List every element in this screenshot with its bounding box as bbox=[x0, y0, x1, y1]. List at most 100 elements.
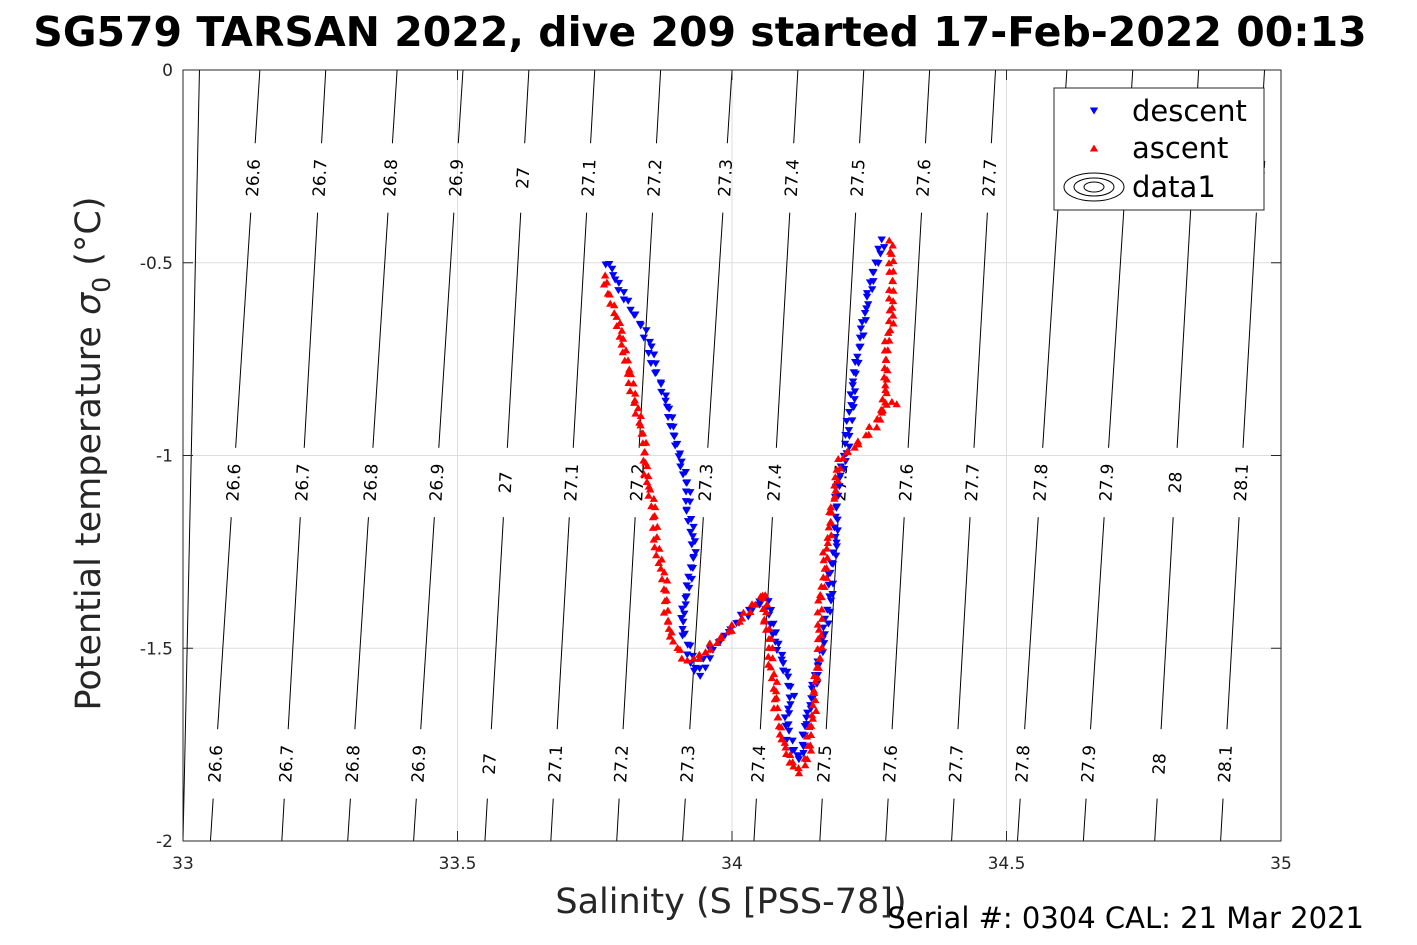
isopycnal-label: 27.3 bbox=[678, 745, 700, 784]
ascent-point bbox=[872, 423, 882, 431]
descent-point bbox=[853, 353, 862, 361]
isopycnal-line bbox=[689, 517, 704, 730]
isopycnal-label: 27.5 bbox=[848, 159, 870, 198]
ascent-upper-loop-point bbox=[881, 355, 891, 363]
descent-point bbox=[867, 286, 877, 294]
ascent-point bbox=[653, 522, 662, 530]
isopycnal-line bbox=[859, 69, 865, 144]
ascent-point bbox=[760, 615, 769, 623]
ascent-point bbox=[800, 761, 810, 769]
legend-box bbox=[1053, 87, 1265, 211]
legend-entry-ascent[interactable]: ascent bbox=[1089, 131, 1229, 165]
legend-entry-data1[interactable]: data1 bbox=[1063, 170, 1216, 204]
ascent-point bbox=[861, 431, 871, 439]
descent-point bbox=[678, 632, 687, 640]
descent-point bbox=[678, 626, 687, 634]
isopycnal-line bbox=[372, 212, 389, 448]
descent-point bbox=[678, 605, 687, 613]
descent-point bbox=[850, 388, 860, 396]
ascent-point bbox=[746, 608, 755, 616]
descent-point bbox=[614, 287, 623, 295]
ascent-point bbox=[826, 503, 836, 511]
isopycnal-line bbox=[753, 798, 757, 842]
descent-point bbox=[794, 756, 804, 764]
ascent-point bbox=[657, 575, 667, 583]
descent-point bbox=[783, 705, 793, 713]
x-tick-label: 34.5 bbox=[988, 854, 1026, 874]
descent-point bbox=[844, 427, 854, 435]
descent-point bbox=[636, 322, 645, 330]
ascent-upper-loop-point bbox=[880, 364, 889, 372]
isopycnal-line bbox=[622, 517, 636, 730]
series-ascent bbox=[599, 271, 901, 777]
isopycnal-line bbox=[726, 69, 733, 144]
ascent-point bbox=[832, 465, 841, 473]
ascent-point bbox=[817, 643, 827, 651]
ascent-point bbox=[659, 608, 669, 616]
descent-point bbox=[691, 549, 700, 557]
legend-entry-descent[interactable]: descent bbox=[1089, 94, 1247, 128]
descent-point bbox=[782, 668, 792, 676]
descent-point bbox=[819, 624, 828, 632]
ascent-point bbox=[694, 654, 704, 662]
isopycnal-line bbox=[550, 798, 554, 842]
ascent-point bbox=[817, 593, 826, 601]
ascent-point bbox=[865, 422, 874, 430]
descent-point bbox=[607, 265, 617, 273]
descent-point bbox=[856, 343, 865, 351]
descent-point bbox=[848, 417, 857, 425]
descent-point bbox=[608, 272, 618, 280]
isopycnal-line bbox=[1154, 798, 1158, 842]
ascent-point bbox=[623, 356, 633, 364]
ascent-point bbox=[677, 654, 686, 662]
descent-point bbox=[832, 503, 842, 511]
isopycnal-line bbox=[841, 212, 857, 448]
ascent-point bbox=[606, 299, 615, 307]
x-tick-label: 35 bbox=[1270, 854, 1292, 874]
ascent-point bbox=[767, 674, 777, 682]
descent-point bbox=[664, 405, 674, 413]
ascent-point bbox=[650, 543, 659, 551]
descent-point bbox=[701, 664, 710, 672]
ascent-point bbox=[664, 624, 674, 632]
descent-point bbox=[835, 483, 844, 491]
isopycnal-line bbox=[572, 212, 588, 448]
series-ascent-upper-loop bbox=[876, 236, 898, 423]
descent-point bbox=[859, 332, 868, 340]
y-tick-label: -0.5 bbox=[140, 254, 173, 274]
descent-point bbox=[604, 261, 614, 269]
legend-label: descent bbox=[1132, 94, 1247, 128]
descent-point bbox=[834, 492, 843, 500]
descent-point bbox=[786, 701, 795, 709]
y-axis-label-main: Potential temperature bbox=[69, 315, 109, 711]
ascent-point bbox=[662, 596, 671, 604]
isopycnal-line bbox=[354, 517, 369, 730]
descent-point bbox=[688, 565, 698, 573]
descent-point bbox=[686, 528, 695, 536]
ascent-point bbox=[641, 438, 651, 446]
isopycnal-line bbox=[707, 212, 724, 448]
isopycnal-label: 27.7 bbox=[946, 745, 968, 784]
ascent-point bbox=[624, 378, 633, 386]
descent-point bbox=[798, 731, 807, 739]
ascent-point bbox=[631, 389, 640, 397]
isopycnal-line bbox=[209, 798, 214, 842]
descent-point bbox=[869, 278, 878, 286]
ascent-point bbox=[811, 677, 820, 685]
y-tick-label: 0 bbox=[162, 61, 173, 81]
ascent-point bbox=[785, 758, 794, 766]
ascent-point bbox=[822, 573, 831, 581]
ascent-point bbox=[617, 326, 627, 334]
descent-point bbox=[832, 543, 841, 551]
descent-point bbox=[824, 620, 833, 628]
ascent-point bbox=[824, 523, 834, 531]
isopycnal-label: 28 bbox=[1166, 471, 1187, 494]
ascent-point bbox=[656, 564, 666, 572]
descent-point bbox=[629, 312, 639, 320]
isopycnal-label: 28.1 bbox=[1231, 463, 1253, 502]
ascent-point bbox=[654, 559, 663, 567]
ascent-point bbox=[625, 387, 635, 395]
isopycnal-line bbox=[391, 69, 398, 144]
ascent-point bbox=[621, 346, 631, 354]
